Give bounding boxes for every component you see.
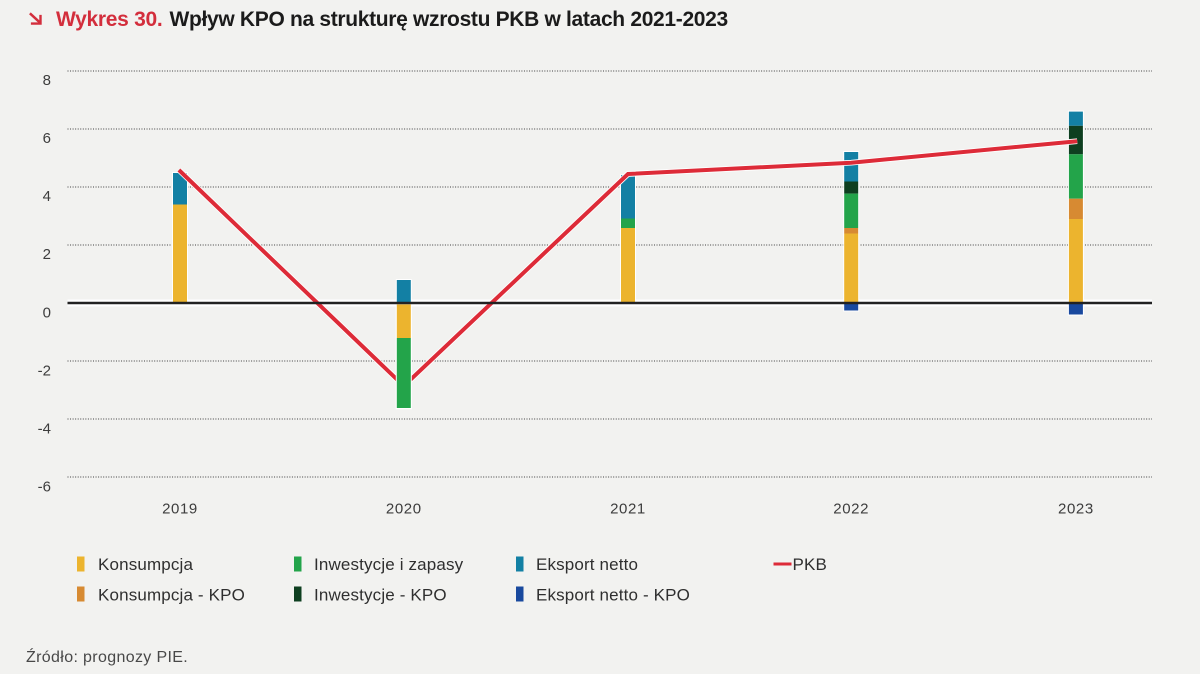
- svg-text:-6: -6: [38, 479, 51, 496]
- svg-text:8: 8: [43, 72, 51, 89]
- svg-text:4: 4: [43, 188, 51, 205]
- svg-text:Konsumpcja: Konsumpcja: [98, 555, 193, 574]
- svg-text:2020: 2020: [386, 501, 422, 518]
- svg-text:6: 6: [43, 130, 51, 147]
- svg-text:2023: 2023: [1058, 501, 1094, 518]
- svg-text:2022: 2022: [833, 501, 869, 518]
- svg-text:Inwestycje i zapasy: Inwestycje i zapasy: [314, 555, 464, 574]
- svg-text:Źródło: prognozy PIE.: Źródło: prognozy PIE.: [26, 647, 188, 666]
- svg-text:Konsumpcja - KPO: Konsumpcja - KPO: [98, 586, 245, 605]
- svg-text:2019: 2019: [162, 501, 198, 518]
- svg-text:Eksport netto - KPO: Eksport netto - KPO: [536, 586, 690, 605]
- svg-text:-2: -2: [38, 363, 51, 380]
- svg-text:2: 2: [43, 246, 51, 263]
- svg-text:-4: -4: [38, 421, 51, 438]
- svg-text:Wpływ KPO na strukturę wzrostu: Wpływ KPO na strukturę wzrostu PKB w lat…: [170, 8, 728, 31]
- svg-text:2021: 2021: [610, 501, 646, 518]
- svg-text:Eksport netto: Eksport netto: [536, 555, 638, 574]
- svg-text:Inwestycje - KPO: Inwestycje - KPO: [314, 586, 447, 605]
- svg-text:0: 0: [43, 305, 51, 322]
- svg-text:Wykres 30.: Wykres 30.: [56, 8, 162, 31]
- svg-text:PKB: PKB: [793, 555, 827, 574]
